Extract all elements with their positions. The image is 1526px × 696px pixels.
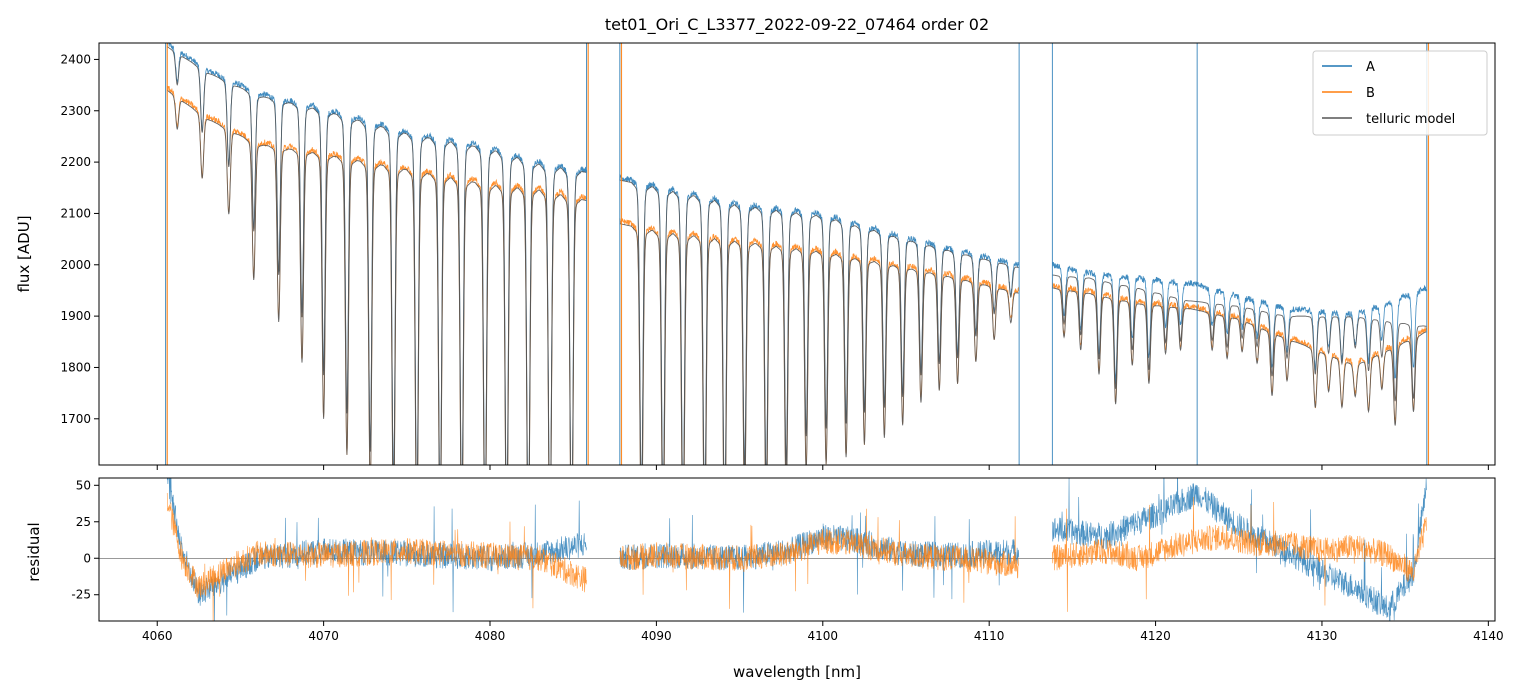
flux-y-tick-label: 2100 xyxy=(60,206,91,220)
legend-box xyxy=(1312,50,1488,136)
chart-title: tet01_Ori_C_L3377_2022-09-22_07464 order… xyxy=(605,15,989,35)
residual-line-b-segment-2 xyxy=(1052,496,1427,612)
telluric-model-b-segment-0 xyxy=(166,89,587,465)
residual-y-ticks: -25 0 25 50 xyxy=(71,478,99,602)
flux-y-ticks: 1700 1800 1900 2000 2100 2200 2300 2400 xyxy=(60,52,99,426)
telluric-model-b-segment-1 xyxy=(619,223,1019,465)
residual-x-tick-label: 4060 xyxy=(142,629,173,643)
flux-x-ticks xyxy=(156,465,1489,470)
residual-x-tick-label: 4100 xyxy=(808,629,839,643)
flux-line-b-segment-0 xyxy=(166,85,587,465)
residual-y-axis-label: residual xyxy=(25,522,43,581)
flux-y-tick-label: 2000 xyxy=(60,258,91,272)
residual-line-b-segment-0 xyxy=(166,492,587,621)
flux-y-tick-label: 2200 xyxy=(60,155,91,169)
flux-y-tick-label: 1900 xyxy=(60,309,91,323)
residual-x-tick-label: 4070 xyxy=(308,629,339,643)
flux-y-tick-label: 2400 xyxy=(60,52,91,66)
residual-y-tick-label: 50 xyxy=(76,478,91,492)
legend-label-0: A xyxy=(1366,60,1375,75)
residual-panel: -25 0 25 50 4060 4070 4080 4090 4100 4110 4120 413… xyxy=(25,477,1504,681)
legend-label-2: telluric model xyxy=(1366,112,1455,127)
flux-series-group xyxy=(165,43,1430,465)
residual-y-tick-label: 0 xyxy=(83,551,91,565)
legend-label-1: B xyxy=(1366,86,1375,101)
residual-series-group xyxy=(99,478,1495,621)
flux-y-axis-label: flux [ADU] xyxy=(15,215,33,292)
residual-x-tick-label: 4080 xyxy=(475,629,506,643)
telluric-model-b-segment-2 xyxy=(1052,287,1427,426)
residual-panel-frame xyxy=(98,477,1496,622)
x-axis-label: wavelength [nm] xyxy=(733,663,861,681)
residual-line-a-segment-2 xyxy=(1052,478,1427,621)
residual-x-tick-label: 4120 xyxy=(1140,629,1171,643)
residual-x-tick-label: 4110 xyxy=(974,629,1005,643)
residual-x-tick-label: 4090 xyxy=(641,629,672,643)
telluric-model-a-segment-0 xyxy=(166,46,587,465)
residual-y-tick-label: 25 xyxy=(76,515,91,529)
residual-y-tick-label: -25 xyxy=(71,588,91,602)
telluric-model-a-segment-1 xyxy=(619,179,1019,465)
residual-x-tick-label: 4130 xyxy=(1307,629,1338,643)
flux-y-tick-label: 1700 xyxy=(60,412,91,426)
residual-x-tick-label: 4140 xyxy=(1473,629,1504,643)
flux-panel-frame xyxy=(98,42,1496,466)
flux-y-tick-label: 2300 xyxy=(60,104,91,118)
residual-x-ticks: 4060 4070 4080 4090 4100 4110 4120 4130 4140 xyxy=(142,621,1504,643)
flux-panel: 1700 1800 1900 2000 2100 2200 2300 2400 flux [A… xyxy=(15,42,1496,470)
residual-line-b-segment-1 xyxy=(619,508,1020,609)
flux-y-tick-label: 1800 xyxy=(60,360,91,374)
